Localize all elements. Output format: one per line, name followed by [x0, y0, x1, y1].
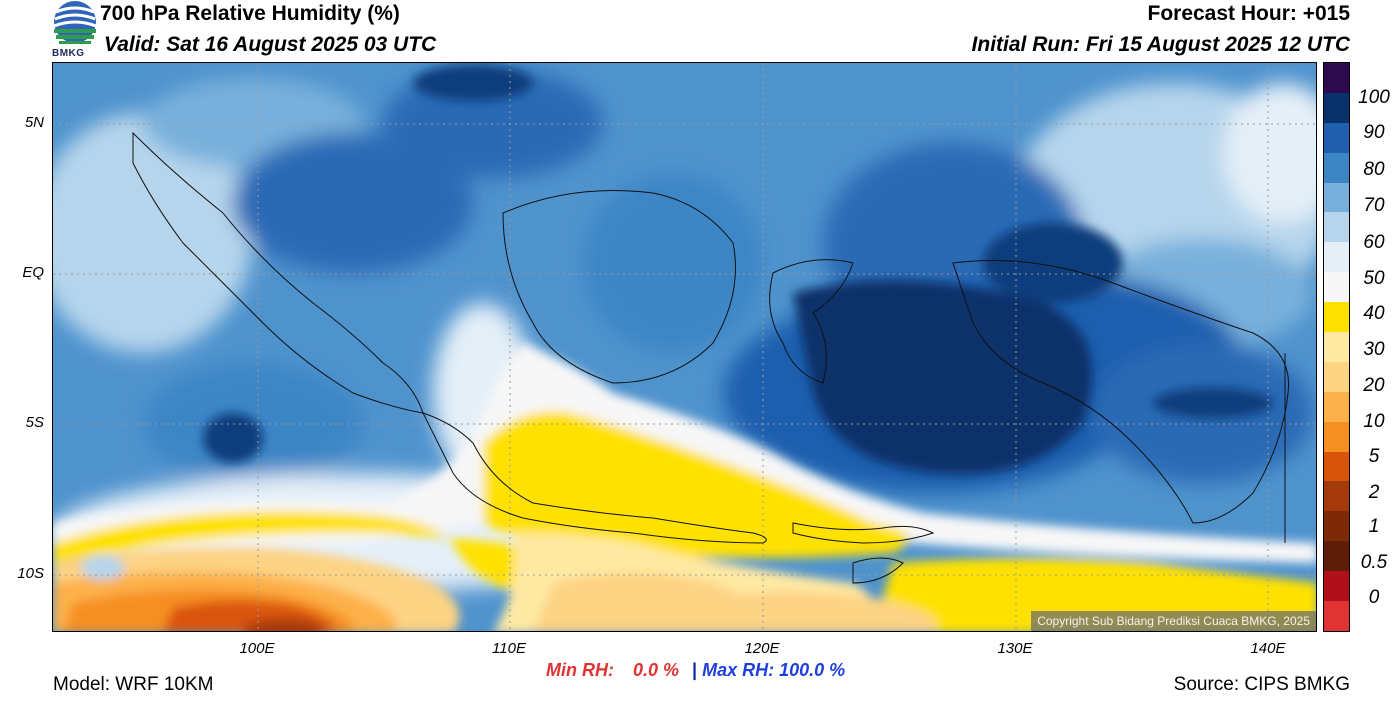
- colorbar-segment: [1324, 391, 1349, 422]
- colorbar-segment: [1324, 92, 1349, 123]
- humidity-map: [52, 62, 1317, 632]
- colorbar-label-20: 20: [1363, 375, 1385, 396]
- data-source: Source: CIPS BMKG: [1173, 674, 1350, 695]
- colorbar-label-90: 90: [1363, 122, 1385, 143]
- colorbar-label-10: 10: [1363, 411, 1385, 432]
- lon-label-100e: 100E: [239, 640, 275, 657]
- bmkg-logo: BMKG: [50, 0, 100, 62]
- max-rh-label: Max RH:: [702, 660, 775, 680]
- forecast-hour: Forecast Hour: +015: [1147, 2, 1351, 25]
- colorbar-segment: [1324, 451, 1349, 482]
- colorbar-label-0-5: 0.5: [1360, 552, 1388, 573]
- lon-label-140e: 140E: [1250, 640, 1286, 657]
- valid-time: Valid: Sat 16 August 2025 03 UTC: [104, 33, 437, 56]
- colorbar-segment: [1324, 272, 1349, 303]
- colorbar-label-5: 5: [1368, 446, 1380, 467]
- humidity-map-field: [53, 63, 1316, 631]
- colorbar-segment: [1324, 182, 1349, 213]
- rh-stats: Min RH: 0.0 % | Max RH: 100.0 %: [546, 660, 845, 681]
- colorbar-segment: [1324, 421, 1349, 452]
- colorbar-label-60: 60: [1363, 232, 1385, 253]
- colorbar-segment: [1324, 332, 1349, 362]
- colorbar-segment: [1324, 361, 1349, 392]
- colorbar: [1323, 62, 1350, 632]
- initial-run: Initial Run: Fri 15 August 2025 12 UTC: [971, 33, 1350, 56]
- colorbar-label-1: 1: [1368, 516, 1380, 537]
- colorbar-segment: [1324, 302, 1349, 333]
- copyright-notice: Copyright Sub Bidang Prediksi Cuaca BMKG…: [1031, 611, 1316, 631]
- coastlines: [132, 131, 1290, 584]
- colorbar-segment: [1324, 152, 1349, 183]
- colorbar-segment: [1324, 481, 1349, 512]
- lon-label-130e: 130E: [997, 640, 1033, 657]
- bmkg-logo-icon: [53, 1, 97, 44]
- colorbar-segment: [1324, 541, 1349, 572]
- lat-label-eq: EQ: [22, 264, 44, 281]
- stats-separator: |: [692, 660, 698, 680]
- logo-text: BMKG: [52, 48, 85, 59]
- colorbar-label-30: 30: [1363, 339, 1385, 360]
- model-name: Model: WRF 10KM: [53, 674, 214, 695]
- lat-label-10s: 10S: [17, 565, 44, 582]
- colorbar-label-80: 80: [1363, 159, 1385, 180]
- lon-label-120e: 120E: [744, 640, 780, 657]
- colorbar-label-100: 100: [1358, 87, 1390, 108]
- colorbar-label-40: 40: [1363, 303, 1385, 324]
- max-rh-value: 100.0 %: [779, 660, 846, 680]
- min-rh-value: 0.0 %: [633, 660, 680, 680]
- colorbar-label-50: 50: [1363, 268, 1385, 289]
- colorbar-label-2: 2: [1368, 482, 1380, 503]
- lat-label-5s: 5S: [25, 414, 44, 431]
- lat-label-5n: 5N: [24, 114, 44, 131]
- colorbar-label-0: 0: [1368, 587, 1380, 608]
- colorbar-segment: [1324, 242, 1349, 273]
- colorbar-segment: [1324, 122, 1349, 153]
- graticule: [53, 63, 1316, 631]
- map-title: 700 hPa Relative Humidity (%): [100, 2, 400, 25]
- colorbar-segment: [1324, 63, 1349, 93]
- colorbar-segment: [1324, 571, 1349, 602]
- colorbar-segment: [1324, 212, 1349, 243]
- lon-label-110e: 110E: [492, 640, 526, 657]
- min-rh-label: Min RH:: [546, 660, 614, 680]
- colorbar-segment: [1324, 511, 1349, 542]
- colorbar-segment: [1324, 601, 1349, 631]
- colorbar-label-70: 70: [1363, 195, 1385, 216]
